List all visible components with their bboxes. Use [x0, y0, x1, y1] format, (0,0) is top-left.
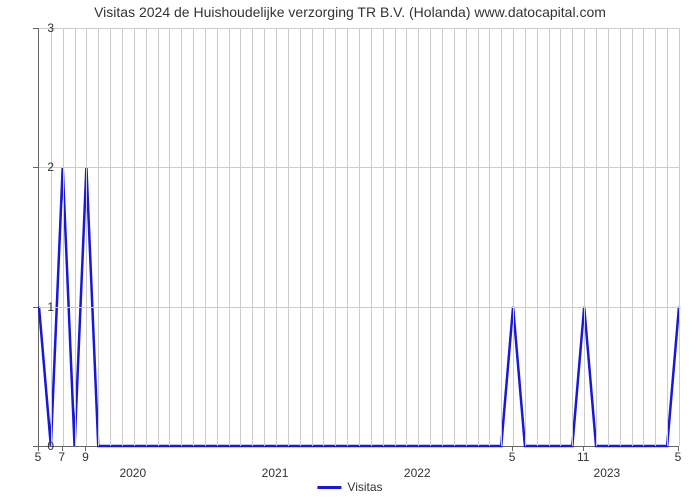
legend: Visitas — [317, 480, 382, 494]
gridline-vertical — [608, 28, 609, 446]
x-tick-label: 11 — [577, 450, 589, 464]
gridline-vertical — [335, 28, 336, 446]
gridline-vertical — [667, 28, 668, 446]
gridline-vertical — [537, 28, 538, 446]
gridline-vertical — [418, 28, 419, 446]
gridline-vertical — [122, 28, 123, 446]
gridline-vertical — [181, 28, 182, 446]
plot-area — [38, 28, 679, 447]
gridline-vertical — [300, 28, 301, 446]
gridline-vertical — [169, 28, 170, 446]
gridline-vertical — [454, 28, 455, 446]
gridline-vertical — [276, 28, 277, 446]
gridline-vertical — [442, 28, 443, 446]
x-year-label: 2022 — [404, 466, 431, 480]
gridline-vertical — [359, 28, 360, 446]
legend-label: Visitas — [347, 480, 382, 494]
gridline-vertical — [584, 28, 585, 446]
gridline-vertical — [312, 28, 313, 446]
gridline-vertical — [513, 28, 514, 446]
gridline-vertical — [75, 28, 76, 446]
gridline-vertical — [466, 28, 467, 446]
gridline-vertical — [406, 28, 407, 446]
y-tick-label: 1 — [34, 300, 54, 314]
x-year-label: 2023 — [594, 466, 621, 480]
chart-title: Visitas 2024 de Huishoudelijke verzorgin… — [0, 4, 700, 20]
x-year-label: 2020 — [119, 466, 146, 480]
gridline-vertical — [63, 28, 64, 446]
gridline-vertical — [217, 28, 218, 446]
gridline-vertical — [347, 28, 348, 446]
gridline-vertical — [134, 28, 135, 446]
gridline-vertical — [51, 28, 52, 446]
gridline-vertical — [549, 28, 550, 446]
x-tick-label: 5 — [509, 450, 516, 464]
y-tick-label: 3 — [34, 21, 54, 35]
gridline-vertical — [205, 28, 206, 446]
gridline-vertical — [679, 28, 680, 446]
legend-swatch — [317, 486, 341, 489]
gridline-vertical — [98, 28, 99, 446]
x-tick-label: 7 — [58, 450, 65, 464]
gridline-vertical — [525, 28, 526, 446]
y-tick-label: 2 — [34, 160, 54, 174]
gridline-vertical — [572, 28, 573, 446]
gridline-vertical — [240, 28, 241, 446]
gridline-vertical — [395, 28, 396, 446]
gridline-vertical — [264, 28, 265, 446]
gridline-vertical — [323, 28, 324, 446]
gridline-vertical — [430, 28, 431, 446]
gridline-vertical — [383, 28, 384, 446]
gridline-vertical — [655, 28, 656, 446]
gridline-vertical — [489, 28, 490, 446]
gridline-vertical — [146, 28, 147, 446]
x-tick-label: 5 — [35, 450, 42, 464]
x-tick-label: 9 — [82, 450, 89, 464]
gridline-vertical — [643, 28, 644, 446]
gridline-vertical — [86, 28, 87, 446]
gridline-vertical — [478, 28, 479, 446]
gridline-vertical — [501, 28, 502, 446]
gridline-vertical — [110, 28, 111, 446]
gridline-vertical — [252, 28, 253, 446]
gridline-vertical — [596, 28, 597, 446]
gridline-vertical — [158, 28, 159, 446]
visits-line-chart: Visitas 2024 de Huishoudelijke verzorgin… — [0, 0, 700, 500]
gridline-vertical — [632, 28, 633, 446]
gridline-vertical — [620, 28, 621, 446]
x-tick-label: 5 — [675, 450, 682, 464]
gridline-vertical — [288, 28, 289, 446]
gridline-vertical — [560, 28, 561, 446]
gridline-vertical — [193, 28, 194, 446]
gridline-vertical — [371, 28, 372, 446]
x-year-label: 2021 — [262, 466, 289, 480]
gridline-vertical — [229, 28, 230, 446]
